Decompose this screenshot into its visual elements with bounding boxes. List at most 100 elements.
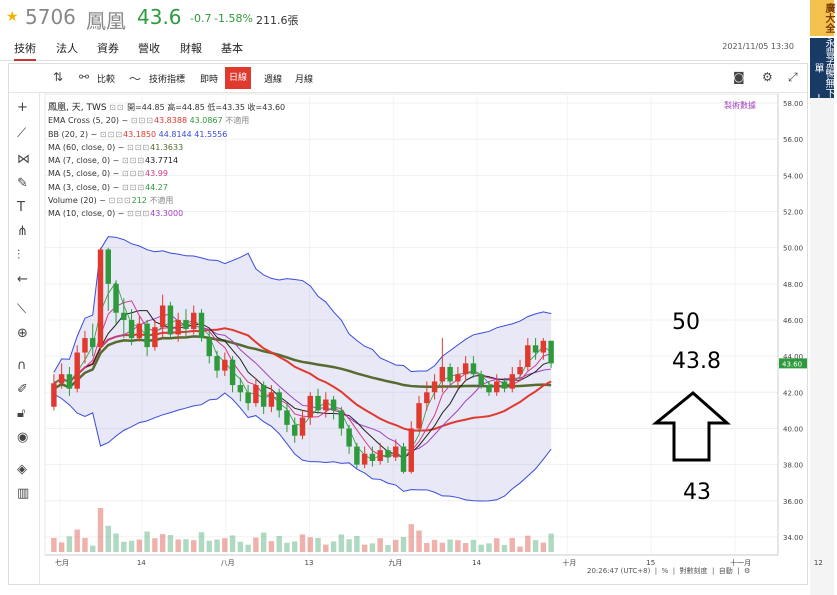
- legend-row: MA (60, close, 0) ~ ⊡⊡⊡ 41.3633: [48, 141, 285, 154]
- legend-low: 低=43.35: [207, 103, 245, 112]
- legend-row-controls[interactable]: ⊡⊡⊡: [121, 156, 146, 166]
- chart-status-bar: 20:26:47 (UTC+8) | % | 對數刻度 | 自動 | ⚙: [587, 567, 751, 575]
- side-ad[interactable]: 廣大全 永豐孟暢無下單: [810, 0, 837, 595]
- candle-type-icon[interactable]: ⇅: [53, 70, 64, 84]
- legend-row-value: 不適用: [149, 196, 174, 206]
- stock-code: 5706: [25, 5, 76, 29]
- legend-row: Volume (20) ~ ⊡⊡⊡ 212 不適用: [48, 194, 285, 207]
- legend-controls[interactable]: ⊡⊡: [109, 103, 125, 112]
- legend-row: MA (10, close, 0) ~ ⊡⊡⊡ 43.3000: [48, 207, 285, 220]
- legend-row: MA (7, close, 0) ~ ⊡⊡⊡ 43.7714: [48, 154, 285, 167]
- ad-banner-top[interactable]: 廣大全: [810, 0, 834, 36]
- legend-row-value: 212: [131, 196, 150, 206]
- legend-row-controls[interactable]: ⊡⊡⊡: [121, 169, 146, 179]
- pattern-icon[interactable]: ⋔: [17, 224, 28, 239]
- legend-row-value: 41.3633: [150, 142, 184, 152]
- status-time: 20:26:47 (UTC+8): [587, 567, 651, 575]
- legend-row-value: 41.5556: [194, 129, 228, 139]
- annotation-text-3: 43: [683, 480, 711, 505]
- legend-row: MA (3, close, 0) ~ ⊡⊡⊡ 44.27: [48, 181, 285, 194]
- legend-row-controls[interactable]: ⊡⊡⊡: [121, 182, 146, 192]
- trash-icon[interactable]: ▥: [17, 486, 30, 501]
- legend-row-controls[interactable]: ⊡⊡⊡: [127, 142, 151, 152]
- legend-row-name: Volume (20) ~: [48, 196, 109, 206]
- weekly-button[interactable]: 週線: [264, 75, 283, 85]
- ad-placeholder: [810, 98, 834, 595]
- compare-icon[interactable]: ⚯: [79, 70, 90, 84]
- fullscreen-icon[interactable]: ⤢: [788, 70, 798, 84]
- auto-scale-toggle[interactable]: 自動: [718, 567, 733, 575]
- legend-title: 鳳凰, 天, TWS: [48, 103, 107, 113]
- crosshair-icon[interactable]: +: [17, 100, 28, 115]
- legend-row-name: MA (3, close, 0) ~: [48, 182, 122, 192]
- legend-indicator-rows: EMA Cross (5, 20) ~ ⊡⊡⊡ 43.8388 43.0867 …: [48, 114, 285, 220]
- legend-row-value: 43.0867: [189, 116, 226, 126]
- legend-open: 開=44.85: [127, 103, 165, 112]
- text-icon[interactable]: T: [17, 200, 25, 215]
- legend-row-value: 43.7714: [145, 156, 179, 166]
- legend-row-name: BB (20, 2) ~: [48, 129, 100, 139]
- legend-row-value: 不適用: [225, 116, 250, 126]
- legend-row-value: 43.1850: [123, 129, 159, 139]
- legend-row-name: MA (60, close, 0) ~: [48, 142, 127, 152]
- tab-technical[interactable]: 技術: [14, 40, 36, 61]
- tab-basics[interactable]: 基本: [221, 42, 243, 55]
- indicator-icon[interactable]: 〜: [129, 72, 142, 86]
- indicator-data-link[interactable]: 製術數據: [724, 101, 756, 110]
- legend-row: MA (5, close, 0) ~ ⊡⊡⊡ 43.99: [48, 167, 285, 180]
- stock-price: 43.6: [137, 5, 182, 29]
- legend-row-controls[interactable]: ⊡⊡⊡: [127, 209, 151, 219]
- back-arrow-icon[interactable]: ←: [17, 272, 28, 287]
- annotation-text-2: 43.8: [672, 349, 721, 374]
- compare-button[interactable]: 比較: [97, 75, 116, 85]
- star-icon[interactable]: ★: [6, 9, 19, 25]
- measure-icon[interactable]: ⫶: [17, 248, 21, 263]
- legend-row-name: MA (7, close, 0) ~: [48, 156, 122, 166]
- log-scale-toggle[interactable]: 對數刻度: [679, 567, 708, 575]
- magnet-icon[interactable]: ∩: [17, 358, 27, 373]
- brush-icon[interactable]: ✎: [17, 176, 28, 191]
- chart-legend: 鳳凰, 天, TWS ⊡⊡ 開=44.85 高=44.85 低=43.35 收=…: [48, 101, 285, 221]
- legend-row-controls[interactable]: ⊡⊡⊡: [99, 129, 124, 139]
- camera-icon[interactable]: ◙: [733, 70, 745, 84]
- tab-margin[interactable]: 資券: [97, 42, 119, 55]
- lock-drawing-icon[interactable]: ✐: [17, 382, 28, 397]
- chart-toolbar: ⇅ ⚯ 比較 〜 技術指標 即時 日線 週線 月線 ◙ ⚙ ⤢: [9, 64, 807, 93]
- ruler-icon[interactable]: ⟍: [17, 302, 27, 317]
- drawing-toolbar: + ⟋ ⋈ ✎ T ⋔ ⫶ ← ⟍ ⊕ ∩ ✐ 🔓︎ ◉ ◈ ▥: [9, 92, 40, 584]
- intraday-button[interactable]: 即時: [200, 75, 219, 85]
- trade-volume: 211.6張: [256, 14, 299, 27]
- lock-icon[interactable]: 🔓︎: [17, 406, 26, 421]
- gear-icon[interactable]: ⚙: [762, 70, 773, 84]
- legend-row-value: 43.8388: [153, 116, 190, 126]
- stock-name: 鳳凰: [86, 9, 126, 33]
- tab-institutional[interactable]: 法人: [56, 42, 78, 55]
- daily-button[interactable]: 日線: [225, 67, 252, 89]
- price-change-pct: -1.58%: [214, 12, 253, 25]
- legend-row-name: MA (10, close, 0) ~: [48, 209, 127, 219]
- percent-toggle[interactable]: %: [661, 567, 669, 575]
- legend-row-name: EMA Cross (5, 20) ~: [48, 116, 131, 126]
- tab-revenue[interactable]: 營收: [138, 42, 160, 55]
- tab-financials[interactable]: 財報: [180, 42, 202, 55]
- quote-header: ★ 5706 鳳凰 43.6 -0.7 -1.58% 211.6張: [0, 0, 800, 38]
- annotation-text-1: 50: [672, 310, 700, 335]
- monthly-button[interactable]: 月線: [295, 75, 314, 85]
- trend-line-icon[interactable]: ⟋: [17, 126, 27, 141]
- legend-row-value: 43.99: [145, 169, 168, 179]
- legend-row-controls[interactable]: ⊡⊡⊡: [130, 116, 154, 126]
- price-change: -0.7: [190, 12, 212, 25]
- eye-icon[interactable]: ◉: [17, 430, 29, 445]
- ad-banner-bottom[interactable]: 永豐孟暢無下單: [810, 38, 834, 98]
- zoom-icon[interactable]: ⊕: [17, 326, 28, 341]
- legend-row-value: 44.27: [145, 182, 168, 192]
- legend-row-controls[interactable]: ⊡⊡⊡: [108, 196, 132, 206]
- quote-datetime: 2021/11/05 13:30: [722, 42, 794, 51]
- indicators-button[interactable]: 技術指標: [149, 75, 186, 85]
- layers-icon[interactable]: ◈: [17, 462, 27, 477]
- legend-row: BB (20, 2) ~ ⊡⊡⊡ 43.1850 44.8144 41.5556: [48, 128, 285, 141]
- legend-close: 收=43.60: [247, 103, 286, 112]
- settings-small-icon[interactable]: ⚙: [744, 567, 751, 575]
- fib-icon[interactable]: ⋈: [17, 152, 30, 167]
- section-tabs: 技術 法人 資券 營收 財報 基本 2021/11/05 13:30: [0, 38, 800, 61]
